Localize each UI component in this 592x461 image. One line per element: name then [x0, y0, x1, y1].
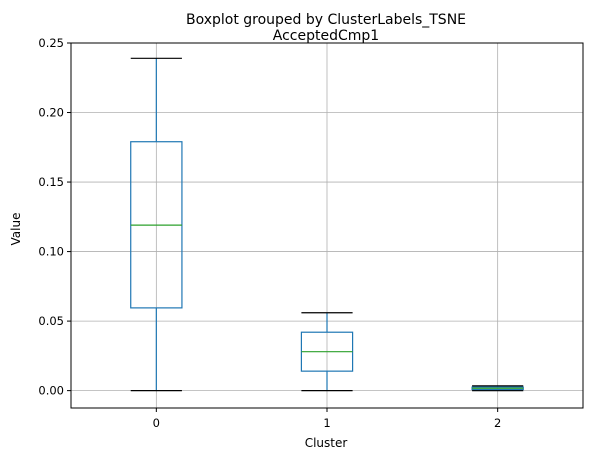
- box-group-cluster-0: [130, 57, 183, 392]
- x-tick-label: 1: [323, 416, 330, 430]
- box-group-cluster-1: [300, 312, 354, 392]
- chart-title: AcceptedCmp1: [273, 28, 379, 44]
- box-group-cluster-2: [471, 385, 524, 392]
- y-tick-label: 0.00: [38, 384, 64, 398]
- x-axis-label: Cluster: [305, 436, 348, 450]
- y-axis-label: Value: [9, 213, 23, 246]
- chart-suptitle: Boxplot grouped by ClusterLabels_TSNE: [186, 12, 466, 28]
- y-tick-label: 0.20: [38, 106, 64, 120]
- boxes-layer: [130, 57, 524, 392]
- y-tick-label: 0.15: [38, 175, 64, 189]
- y-tick-label: 0.10: [38, 245, 64, 259]
- x-tick-label: 0: [153, 416, 160, 430]
- y-tick-label: 0.25: [38, 36, 64, 50]
- ticks-layer: 0.00 0.05 0.10 0.15 0.20 0.25 0 1 2: [38, 36, 501, 430]
- x-tick-label: 2: [494, 416, 501, 430]
- y-tick-label: 0.05: [38, 314, 64, 328]
